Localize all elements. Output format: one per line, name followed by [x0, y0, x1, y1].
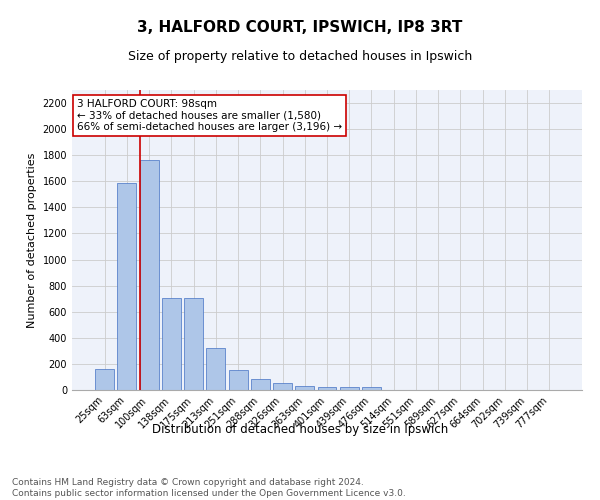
Text: Contains HM Land Registry data © Crown copyright and database right 2024.
Contai: Contains HM Land Registry data © Crown c… [12, 478, 406, 498]
Bar [118, 182, 136, 390]
Text: 3, HALFORD COURT, IPSWICH, IP8 3RT: 3, HALFORD COURT, IPSWICH, IP8 3RT [137, 20, 463, 35]
Bar [95, 369, 114, 390]
Bar [251, 379, 270, 390]
Bar [273, 384, 292, 390]
Bar [295, 386, 314, 390]
Text: 3 HALFORD COURT: 98sqm
← 33% of detached houses are smaller (1,580)
66% of semi-: 3 HALFORD COURT: 98sqm ← 33% of detached… [77, 99, 342, 132]
Bar [140, 160, 158, 390]
Bar [317, 388, 337, 390]
Text: Size of property relative to detached houses in Ipswich: Size of property relative to detached ho… [128, 50, 472, 63]
Bar [229, 370, 248, 390]
Bar [362, 388, 381, 390]
Bar [162, 298, 181, 390]
Bar [340, 388, 359, 390]
Bar [206, 348, 225, 390]
Text: Distribution of detached houses by size in Ipswich: Distribution of detached houses by size … [152, 422, 448, 436]
Y-axis label: Number of detached properties: Number of detached properties [27, 152, 37, 328]
Bar [184, 298, 203, 390]
